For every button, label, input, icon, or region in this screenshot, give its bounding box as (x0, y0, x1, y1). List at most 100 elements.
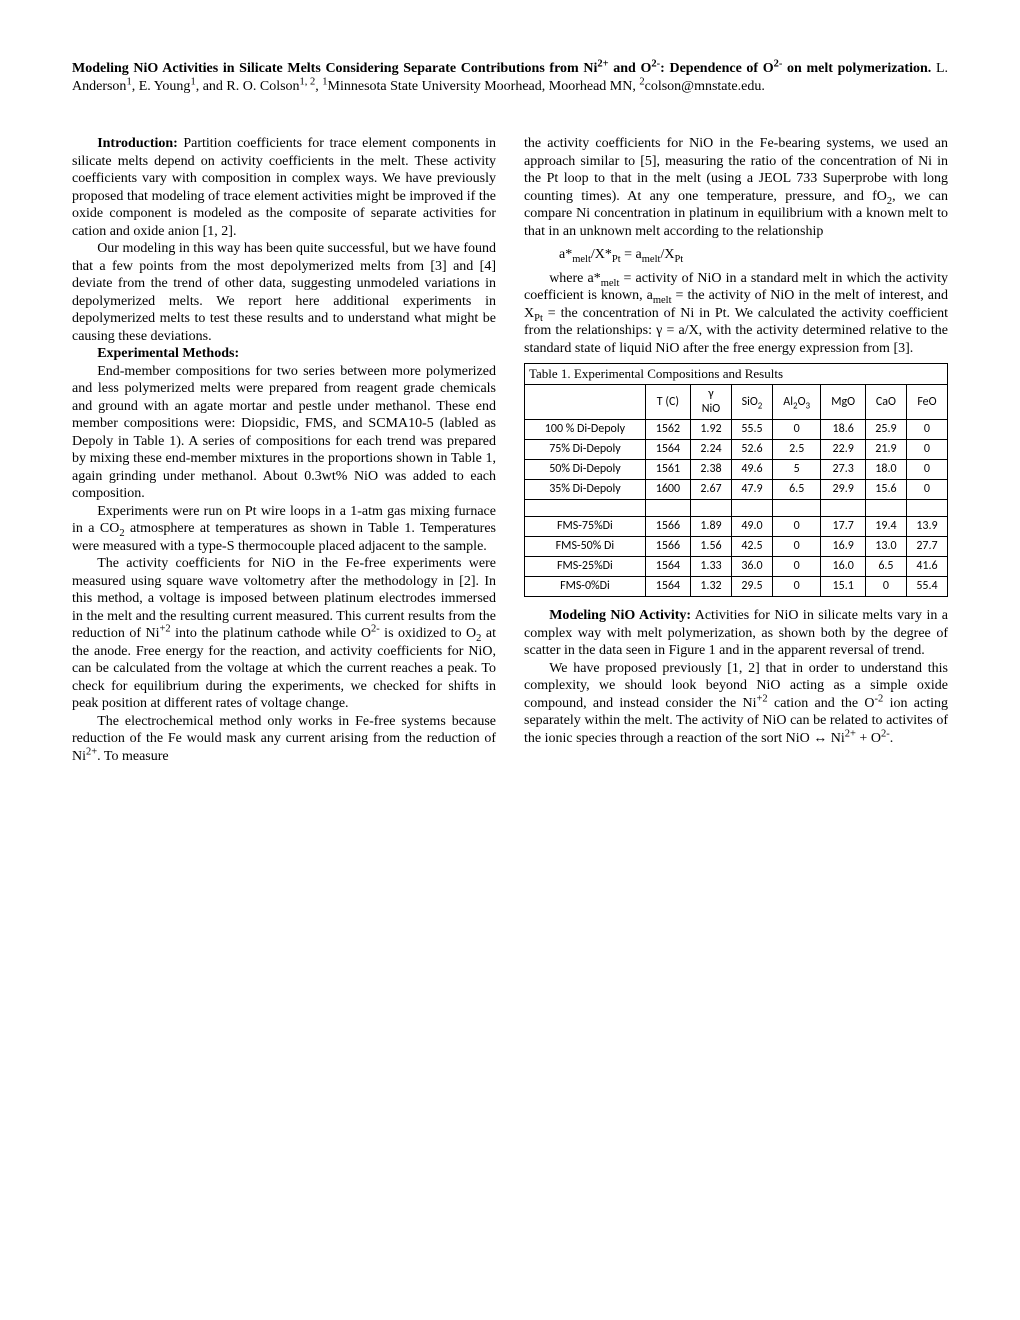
cell: 1.92 (690, 420, 731, 440)
cell: 2.24 (690, 440, 731, 460)
title-seg: : Dependence of O (660, 61, 774, 76)
col-header-blank (525, 385, 646, 420)
table-row: 35% Di-Depoly 1600 2.67 47.9 6.5 29.9 15… (525, 480, 948, 500)
section-heading-introduction: Introduction: (97, 136, 178, 151)
cell: 27.3 (821, 460, 866, 480)
cell: 1566 (645, 517, 690, 537)
table-row: FMS-0%Di 1564 1.32 29.5 0 15.1 0 55.4 (525, 577, 948, 597)
cell: 52.6 (731, 440, 772, 460)
superscript: 2- (881, 728, 890, 739)
table-caption: Table 1. Experimental Compositions and R… (525, 364, 948, 385)
table-row: 75% Di-Depoly 1564 2.24 52.6 2.5 22.9 21… (525, 440, 948, 460)
body-text: into the platinum cathode while O (171, 626, 371, 641)
cell: 6.5 (772, 480, 820, 500)
cell: 0 (772, 577, 820, 597)
cell: 0 (772, 537, 820, 557)
methods-para-1: End-member compositions for two series b… (72, 363, 496, 503)
cell: 29.5 (731, 577, 772, 597)
subscript: melt (653, 295, 672, 306)
cell: 1564 (645, 577, 690, 597)
title-block: Modeling NiO Activities in Silicate Melt… (72, 60, 948, 95)
body-text: . To measure (97, 749, 168, 764)
cell: 1.89 (690, 517, 731, 537)
cell: 16.0 (821, 557, 866, 577)
title-sup: 2+ (597, 58, 608, 69)
cell: 0 (772, 557, 820, 577)
superscript: +2 (757, 693, 768, 704)
authors: Minnesota State University Moorhead, Moo… (328, 79, 640, 94)
results-table: Table 1. Experimental Compositions and R… (524, 363, 948, 597)
cell: 0 (865, 577, 906, 597)
authors: , and R. O. Colson (196, 79, 300, 94)
table-row: 100 % Di-Depoly 1562 1.92 55.5 0 18.6 25… (525, 420, 948, 440)
eq-seg: /X (660, 247, 674, 262)
table-spacer-row (525, 500, 948, 517)
methods-para-2: Experiments were run on Pt wire loops in… (72, 503, 496, 556)
table-row: FMS-75%Di 1566 1.89 49.0 0 17.7 19.4 13.… (525, 517, 948, 537)
col-header-mgo: MgO (821, 385, 866, 420)
subscript: Pt (674, 254, 683, 265)
cell: 0 (772, 420, 820, 440)
where-para: where a*melt = activity of NiO in a stan… (524, 270, 948, 358)
cell: 55.4 (906, 577, 947, 597)
cell: 16.9 (821, 537, 866, 557)
subscript: melt (601, 277, 620, 288)
left-column: Introduction: Partition coefficients for… (72, 135, 496, 765)
cell: 13.0 (865, 537, 906, 557)
cell: 0 (906, 440, 947, 460)
table-row: 50% Di-Depoly 1561 2.38 49.6 5 27.3 18.0… (525, 460, 948, 480)
body-text: = the concentration of Ni in Pt. We calc… (524, 306, 948, 356)
methods-heading-para: Experimental Methods: (72, 345, 496, 363)
cell: 1600 (645, 480, 690, 500)
cell: 1561 (645, 460, 690, 480)
eq-seg: = a (621, 247, 642, 262)
eq-seg: a* (559, 247, 572, 262)
title-sup: 2- (651, 58, 660, 69)
two-column-layout: Introduction: Partition coefficients for… (72, 135, 948, 765)
body-text: is oxidized to O (380, 626, 476, 641)
cell: 0 (906, 460, 947, 480)
methods-para-4: The electrochemical method only works in… (72, 713, 496, 766)
cell: 19.4 (865, 517, 906, 537)
table-caption-row: Table 1. Experimental Compositions and R… (525, 364, 948, 385)
cell: 1.32 (690, 577, 731, 597)
cell: 0 (906, 480, 947, 500)
cell: 5 (772, 460, 820, 480)
cell: 47.9 (731, 480, 772, 500)
intro-para-2: Our modeling in this way has been quite … (72, 240, 496, 345)
col-header-temp: T (C) (645, 385, 690, 420)
cell: 49.0 (731, 517, 772, 537)
right-column: the activity coefficients for NiO in the… (524, 135, 948, 765)
section-heading-methods: Experimental Methods: (97, 346, 239, 361)
cell: 21.9 (865, 440, 906, 460)
cell: 1562 (645, 420, 690, 440)
cell: 6.5 (865, 557, 906, 577)
body-text: cation and the O (768, 696, 875, 711)
row-label: 35% Di-Depoly (525, 480, 646, 500)
subscript: 2 (758, 400, 763, 411)
modeling-para-1: Modeling NiO Activity: Activities for Ni… (524, 607, 948, 660)
cell: 18.6 (821, 420, 866, 440)
row-label: FMS-0%Di (525, 577, 646, 597)
superscript: 2- (371, 623, 380, 634)
modeling-para-2: We have proposed previously [1, 2] that … (524, 660, 948, 748)
cell: 15.1 (821, 577, 866, 597)
title-seg: on melt polymerization. (782, 61, 931, 76)
cell: 29.9 (821, 480, 866, 500)
body-text: where a* (549, 271, 601, 286)
eq-seg: /X* (591, 247, 612, 262)
cell: 1564 (645, 557, 690, 577)
row-label: 100 % Di-Depoly (525, 420, 646, 440)
col-header-sio2: SiO2 (731, 385, 772, 420)
subscript: 3 (806, 400, 811, 411)
cell: 13.9 (906, 517, 947, 537)
superscript: +2 (160, 623, 171, 634)
header-seg: NiO (702, 402, 720, 416)
cell: 27.7 (906, 537, 947, 557)
table-row: FMS-50% Di 1566 1.56 42.5 0 16.9 13.0 27… (525, 537, 948, 557)
affil-sup: 1, 2 (300, 76, 316, 87)
body-text: Partition coefficients for trace element… (72, 136, 496, 239)
header-seg: γ (708, 387, 713, 401)
header-seg: Al (783, 395, 793, 409)
cell: 2.38 (690, 460, 731, 480)
